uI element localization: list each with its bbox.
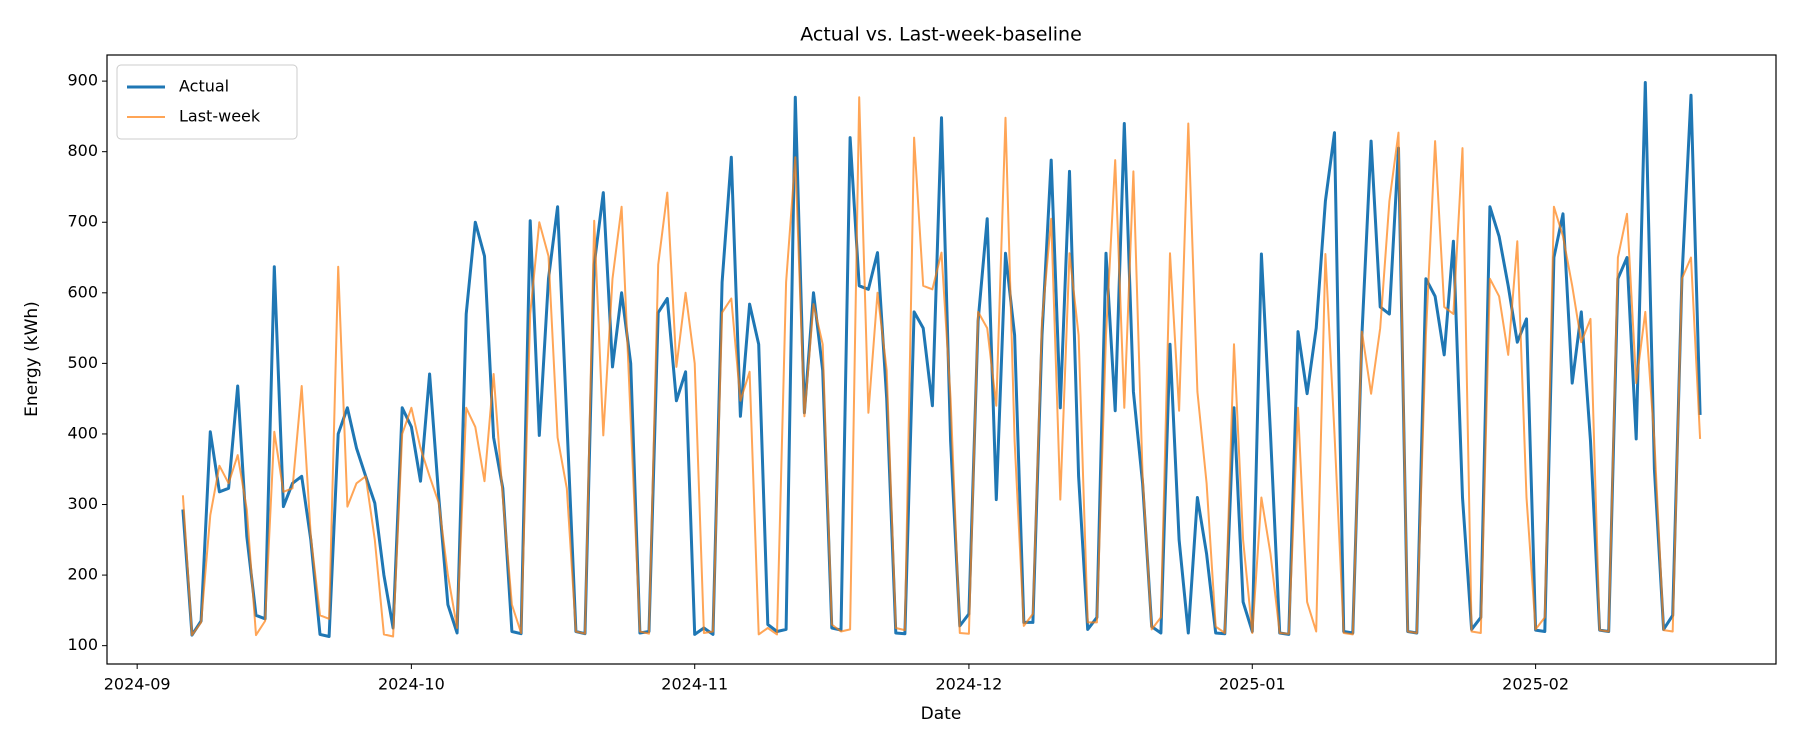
legend: Actual Last-week	[116, 64, 298, 140]
y-tick-label: 700	[67, 212, 98, 231]
y-tick-label: 100	[67, 635, 98, 654]
chart-title: Actual vs. Last-week-baseline	[800, 24, 1082, 46]
legend-label: Last-week	[179, 107, 261, 126]
legend-label: Actual	[179, 77, 229, 96]
series-line	[181, 81, 1702, 638]
y-tick-label: 600	[67, 282, 98, 301]
y-tick-label: 400	[67, 423, 98, 442]
y-tick-label: 500	[67, 353, 98, 372]
x-tick-label: 2024-11	[661, 675, 728, 694]
y-tick-label: 300	[67, 494, 98, 513]
x-tick-label: 2024-09	[104, 675, 171, 694]
x-axis-label: Date	[921, 704, 962, 724]
x-tick-label: 2025-02	[1502, 675, 1569, 694]
series-line	[181, 96, 1702, 638]
y-tick-label: 800	[67, 141, 98, 160]
y-axis-label: Energy (kWh)	[22, 301, 42, 417]
x-tick-label: 2025-01	[1219, 675, 1286, 694]
x-tick-label: 2024-10	[378, 675, 445, 694]
legend-box	[116, 64, 298, 140]
y-tick-label: 900	[67, 71, 98, 90]
plot-frame	[106, 54, 1777, 665]
y-tick-label: 200	[67, 565, 98, 584]
x-tick-label: 2024-12	[935, 675, 1002, 694]
